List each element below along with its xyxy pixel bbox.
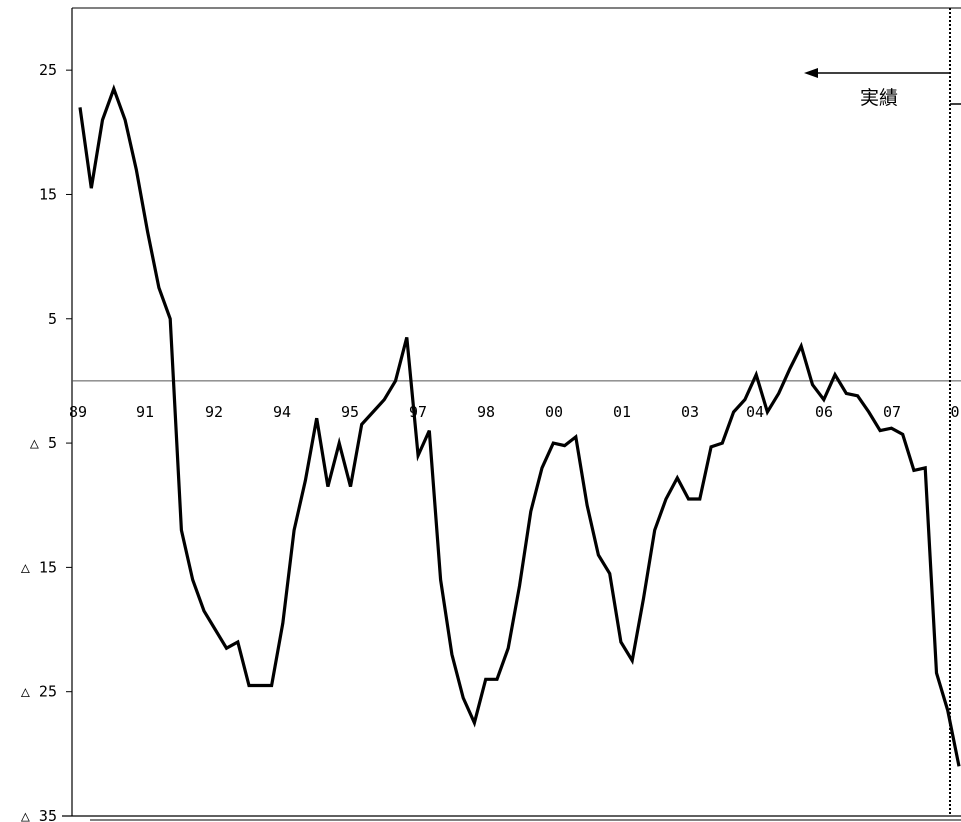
x-tick-label: 98 xyxy=(477,403,495,421)
series-line xyxy=(78,84,961,767)
x-tick-label: 89 xyxy=(69,403,87,421)
x-tick-label: 94 xyxy=(273,403,291,421)
y-tick-label: △ 15 xyxy=(21,558,57,576)
x-tick-label: 07 xyxy=(883,403,901,421)
x-tick-label: 04 xyxy=(746,403,764,421)
y-tick-label: △ 5 xyxy=(30,434,57,452)
x-tick-label: 01 xyxy=(613,403,631,421)
x-tick-label: 06 xyxy=(815,403,833,421)
y-tick-label: △ 35 xyxy=(21,807,57,822)
x-tick-label: 95 xyxy=(341,403,359,421)
y-tick-label: △ 25 xyxy=(21,683,57,701)
annotation-arrow-head xyxy=(804,68,818,78)
x-tick-label: 0 xyxy=(950,403,959,421)
y-tick-label: 15 xyxy=(39,185,57,203)
x-tick-label: 91 xyxy=(136,403,154,421)
annotation-label: 実績 xyxy=(860,87,898,109)
x-tick-label: 00 xyxy=(545,403,563,421)
y-tick-label: 5 xyxy=(48,310,57,328)
x-tick-label: 97 xyxy=(409,403,427,421)
y-tick-label: 25 xyxy=(39,61,57,79)
x-tick-label: 03 xyxy=(681,403,699,421)
x-tick-label: 92 xyxy=(205,403,223,421)
